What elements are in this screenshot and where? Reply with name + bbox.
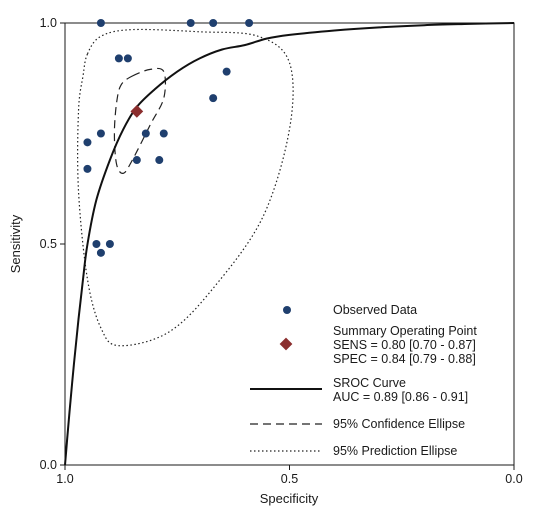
observed-point-9: [141, 129, 150, 138]
legend-observed-label: Observed Data: [333, 303, 417, 317]
observed-point-2: [209, 19, 218, 27]
chart-legend: Observed Data Summary Operating Point SE…: [250, 303, 477, 458]
sroc-curve: [64, 22, 515, 466]
observed-point-10: [159, 129, 168, 138]
legend-summary-marker: [279, 337, 293, 351]
legend-confidence-label: 95% Confidence Ellipse: [333, 417, 465, 431]
observed-point-15: [92, 240, 101, 248]
legend-sroc-auc: AUC = 0.89 [0.86 - 0.91]: [333, 390, 468, 404]
y-tick-label-1: 0.5: [40, 237, 57, 251]
observed-point-13: [155, 156, 164, 165]
observed-point-11: [83, 138, 92, 147]
summary-operating-point: [130, 105, 144, 118]
x-tick-label-2: 0.0: [505, 472, 522, 486]
observed-point-8: [96, 129, 105, 138]
legend-summary-sens: SENS = 0.80 [0.70 - 0.87]: [333, 338, 476, 352]
plot-area: [64, 22, 515, 466]
legend-summary-label: Summary Operating Point: [333, 324, 477, 338]
legend-sroc-label: SROC Curve: [333, 376, 406, 390]
observed-point-1: [186, 19, 195, 27]
observed-point-14: [83, 164, 92, 173]
y-tick-label-0: 0.0: [40, 458, 57, 472]
confidence-ellipse: [113, 67, 167, 174]
observed-point-0: [96, 19, 105, 27]
observed-point-4: [114, 54, 123, 63]
chart-points: [83, 19, 254, 257]
legend-summary-spec: SPEC = 0.84 [0.79 - 0.88]: [333, 352, 476, 366]
y-axis-label: Sensitivity: [8, 214, 23, 273]
observed-point-3: [245, 19, 254, 27]
chart-axes: 1.0 0.5 0.0 0.0 0.5 1.0: [40, 16, 523, 486]
observed-point-17: [96, 248, 105, 257]
x-tick-label-0: 1.0: [56, 472, 73, 486]
legend-prediction-label: 95% Prediction Ellipse: [333, 444, 457, 458]
observed-point-12: [132, 156, 141, 165]
observed-point-6: [222, 67, 231, 76]
chart-curves: [64, 22, 515, 466]
x-tick-label-1: 0.5: [281, 472, 298, 486]
observed-point-7: [209, 94, 218, 103]
x-axis-label: Specificity: [260, 491, 319, 506]
legend-observed-marker: [283, 306, 291, 314]
observed-point-16: [105, 240, 114, 248]
prediction-ellipse: [77, 28, 294, 347]
observed-point-5: [123, 54, 132, 63]
y-tick-label-2: 1.0: [40, 16, 57, 30]
